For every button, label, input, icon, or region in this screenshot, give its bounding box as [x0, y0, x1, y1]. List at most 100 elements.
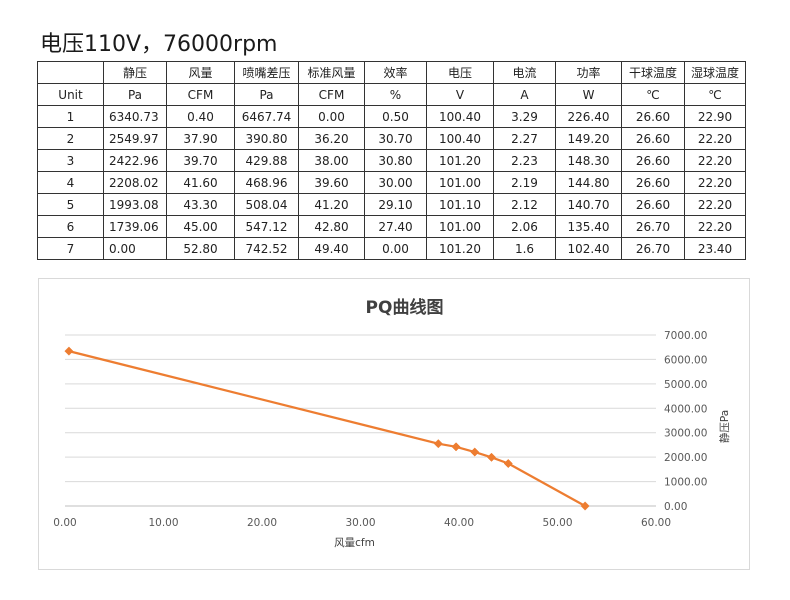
table-row-5-cell-10: 22.20	[684, 193, 746, 216]
table-row-7-cell-10: 23.40	[684, 237, 746, 260]
table-header-row-cell-3: 喷嘴差压	[234, 61, 299, 84]
table-header-row-cell-10: 湿球温度	[684, 61, 746, 84]
table-row-4-cell-1: 2208.02	[103, 171, 167, 194]
table-row-1-cell-8: 226.40	[555, 105, 622, 128]
table-row-2-cell-4: 36.20	[298, 127, 365, 150]
x-tick-label: 50.00	[542, 517, 572, 529]
table-row-4-cell-4: 39.60	[298, 171, 365, 194]
table-row-4-cell-6: 101.00	[426, 171, 494, 194]
table-row-2-cell-2: 37.90	[166, 127, 235, 150]
table-row-5-cell-8: 140.70	[555, 193, 622, 216]
table-unit-row-cell-4: CFM	[298, 83, 365, 106]
table-row-6-cell-8: 135.40	[555, 215, 622, 238]
table-row-1-cell-3: 6467.74	[234, 105, 299, 128]
table-header-row-cell-5: 效率	[364, 61, 427, 84]
y-tick-label: 3000.00	[664, 428, 707, 440]
table-row-3-cell-3: 429.88	[234, 149, 299, 172]
table-header-row: 静压 风量 喷嘴差压 标准风量 效率 电压 电流 功率 干球温度 湿球温度	[37, 61, 746, 84]
table-row-4-cell-7: 2.19	[493, 171, 556, 194]
y-tick-label: 4000.00	[664, 403, 707, 415]
x-tick-label: 60.00	[641, 517, 671, 529]
table-row-2-cell-7: 2.27	[493, 127, 556, 150]
table-row-4: 4 2208.02 41.60 468.96 39.60 30.00 101.00 2.19 1…	[37, 171, 746, 194]
table-unit-row: Unit Pa CFM Pa CFM% V A W ℃ ℃	[37, 83, 746, 106]
y-tick-label: 6000.00	[664, 354, 707, 366]
table-row-5-cell-3: 508.04	[234, 193, 299, 216]
table-row-7-cell-6: 101.20	[426, 237, 494, 260]
table-row-6-cell-1: 1739.06	[103, 215, 167, 238]
data-point-marker	[64, 346, 74, 356]
table-header-row-cell-7: 电流	[493, 61, 556, 84]
table-header-row-cell-9: 干球温度	[621, 61, 685, 84]
table-row-2-cell-9: 26.60	[621, 127, 685, 150]
table-row-2-cell-6: 100.40	[426, 127, 494, 150]
table-row-7-cell-3: 742.52	[234, 237, 299, 260]
table-row-7-cell-0: 7	[37, 237, 104, 260]
table-row-7: 7 0.00 52.80 742.52 49.40 0.00 101.20 1.6 102.40…	[37, 237, 746, 260]
table-row-2-cell-0: 2	[37, 127, 104, 150]
table-unit-row-cell-9: ℃	[621, 83, 685, 106]
table-row-4-cell-9: 26.60	[621, 171, 685, 194]
table-row-6: 6 1739.06 45.00 547.12 42.80 27.40 101.00 2.06 1…	[37, 215, 746, 238]
table-row-1-cell-1: 6340.73	[103, 105, 167, 128]
table-unit-row-cell-10: ℃	[684, 83, 746, 106]
table-row-1-cell-4: 0.00	[298, 105, 365, 128]
table-row-1-cell-7: 3.29	[493, 105, 556, 128]
table-row-1-cell-10: 22.90	[684, 105, 746, 128]
table-row-5-cell-1: 1993.08	[103, 193, 167, 216]
table-row-6-cell-7: 2.06	[493, 215, 556, 238]
table-row-5-cell-2: 43.30	[166, 193, 235, 216]
table-unit-row-cell-8: W	[555, 83, 622, 106]
table-row-5-cell-7: 2.12	[493, 193, 556, 216]
table-row-7-cell-1: 0.00	[103, 237, 167, 260]
table-row-6-cell-2: 45.00	[166, 215, 235, 238]
table-row-1-cell-6: 100.40	[426, 105, 494, 128]
table-header-row-cell-6: 电压	[426, 61, 494, 84]
table-row-7-cell-8: 102.40	[555, 237, 622, 260]
table-row-7-cell-9: 26.70	[621, 237, 685, 260]
table-row-6-cell-5: 27.40	[364, 215, 427, 238]
data-point-marker	[451, 442, 461, 452]
table-row-2: 2 2549.97 37.90 390.80 36.20 30.70 100.40 2.27 1…	[37, 127, 746, 150]
table-row-3-cell-2: 39.70	[166, 149, 235, 172]
table-header-row-cell-0	[37, 61, 104, 84]
table-row-3-cell-5: 30.80	[364, 149, 427, 172]
table-row-6-cell-9: 26.70	[621, 215, 685, 238]
data-point-marker	[580, 501, 590, 511]
table-row-5-cell-4: 41.20	[298, 193, 365, 216]
table-row-1-cell-2: 0.40	[166, 105, 235, 128]
y-tick-label: 1000.00	[664, 477, 707, 489]
x-tick-label: 20.00	[247, 517, 277, 529]
table-row-5-cell-9: 26.60	[621, 193, 685, 216]
table-row-6-cell-3: 547.12	[234, 215, 299, 238]
table-row-4-cell-2: 41.60	[166, 171, 235, 194]
table-unit-row-cell-6: V	[426, 83, 494, 106]
table-row-3-cell-1: 2422.96	[103, 149, 167, 172]
table-row-4-cell-0: 4	[37, 171, 104, 194]
series-line-0	[68, 350, 586, 507]
table-row-6-cell-0: 6	[37, 215, 104, 238]
table-unit-row-cell-2: CFM	[166, 83, 235, 106]
table-row-1-cell-0: 1	[37, 105, 104, 128]
table-row-3-cell-7: 2.23	[493, 149, 556, 172]
table-row-4-cell-3: 468.96	[234, 171, 299, 194]
table-row-2-cell-3: 390.80	[234, 127, 299, 150]
data-point-marker	[503, 458, 513, 469]
table-row-3: 3 2422.96 39.70 429.88 38.00 30.80 101.20 2.23 1…	[37, 149, 746, 172]
table-header-row-cell-1: 静压	[103, 61, 167, 84]
table-header-row-cell-8: 功率	[555, 61, 622, 84]
table-row-2-cell-1: 2549.97	[103, 127, 167, 150]
table-unit-row-cell-7: A	[493, 83, 556, 106]
table-row-3-cell-9: 26.60	[621, 149, 685, 172]
data-point-marker	[433, 439, 443, 449]
data-point-marker	[470, 447, 480, 457]
table-header-row-cell-4: 标准风量	[298, 61, 365, 84]
table-row-4-cell-5: 30.00	[364, 171, 427, 194]
table-row-6-cell-4: 42.80	[298, 215, 365, 238]
table-row-4-cell-8: 144.80	[555, 171, 622, 194]
y-tick-label: 2000.00	[664, 452, 707, 464]
table-row-5-cell-5: 29.10	[364, 193, 427, 216]
table-row-3-cell-10: 22.20	[684, 149, 746, 172]
table-header-row-cell-2: 风量	[166, 61, 235, 84]
table-row-7-cell-7: 1.6	[493, 237, 556, 260]
